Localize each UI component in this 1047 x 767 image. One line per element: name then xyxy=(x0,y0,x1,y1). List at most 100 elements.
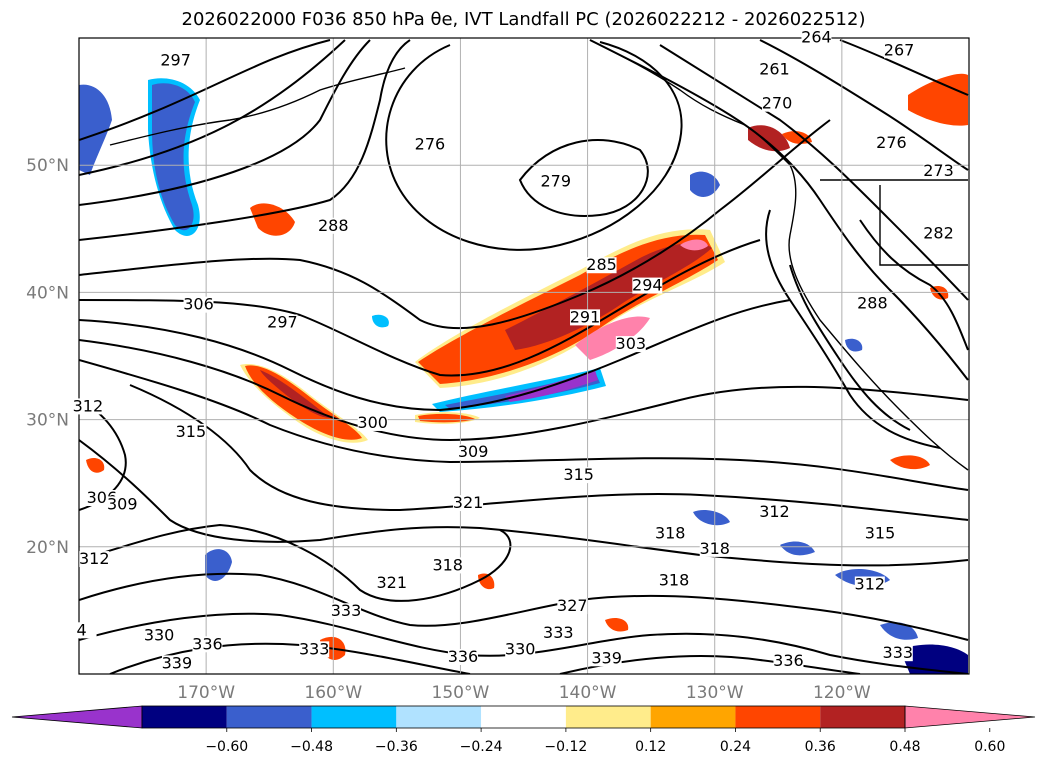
contour-label-bg xyxy=(432,557,463,574)
lat-tick-label: 40°N xyxy=(26,283,69,303)
contour-label-bg xyxy=(160,52,191,69)
contour-line xyxy=(79,299,791,412)
contour-label: 327 xyxy=(557,596,588,615)
colorbar-tick-label: −0.12 xyxy=(544,739,587,755)
shade-ar-core-red xyxy=(505,242,712,350)
colorbar-swatch xyxy=(650,706,736,728)
contour-label-bg xyxy=(318,217,349,234)
contour-label: 309 xyxy=(458,442,489,461)
contour-line xyxy=(385,41,683,251)
contour-label-bg xyxy=(72,398,103,415)
colorbar-tick-label: 0.12 xyxy=(635,739,666,755)
contour-label: 339 xyxy=(162,653,193,672)
longitude-ticks: 170°W 160°W 150°W 140°W 130°W 120°W xyxy=(177,683,871,703)
contour-label-bg xyxy=(632,277,663,294)
colorbar-extend-high xyxy=(904,705,1036,729)
coastline-alaska xyxy=(589,39,791,166)
contour-label: 303 xyxy=(616,334,647,353)
contour-label: 291 xyxy=(570,307,601,326)
contour-label: 318 xyxy=(432,555,463,574)
contour-label-bg xyxy=(458,444,489,461)
colorbar-swatch xyxy=(820,706,905,728)
colorbar-extend-low xyxy=(11,705,143,729)
contour-label-bg xyxy=(453,495,484,512)
colorbar-tick-label: 0.24 xyxy=(720,739,751,755)
colorbar-tick-label: −0.48 xyxy=(290,739,333,755)
shade-sw-blue xyxy=(205,549,232,581)
contour-label: 297 xyxy=(160,50,191,69)
contour-label: 330 xyxy=(505,639,536,658)
contour-label-bg xyxy=(865,525,895,542)
colorbar-tick-label: 0.36 xyxy=(805,739,836,755)
contour-line xyxy=(79,339,969,442)
contour-label: 267 xyxy=(884,40,915,59)
shade-east-blue2 xyxy=(780,541,815,556)
shade-ar-core-pink2 xyxy=(680,239,708,251)
contour-label-bg xyxy=(699,540,730,557)
colorbar-swatch xyxy=(565,706,651,728)
shade-west-streak-red xyxy=(260,370,330,418)
contour-label-bg xyxy=(331,603,361,620)
shade-s-orange2 xyxy=(478,573,495,590)
colorbar-swatch xyxy=(311,706,397,728)
contour-label: 282 xyxy=(923,223,954,242)
contour-label-bg xyxy=(505,641,536,658)
contour-label-bg xyxy=(591,650,622,667)
colorbar-tick-label: −0.24 xyxy=(460,739,503,755)
colorbar-swatch xyxy=(226,706,312,728)
shade-se-blue xyxy=(880,622,918,640)
contour-line xyxy=(79,612,969,674)
graticule xyxy=(79,38,969,674)
contour-label-bg xyxy=(144,627,175,644)
contour-label: 312 xyxy=(855,575,886,594)
contour-line xyxy=(518,139,649,217)
contour-label-bg xyxy=(299,641,330,658)
contour-label: 4 xyxy=(76,620,86,639)
figure-title: 2026022000 F036 850 hPa θe, IVT Landfall… xyxy=(181,9,866,30)
lon-tick-label: 170°W xyxy=(177,683,235,703)
contour-label-bg xyxy=(876,135,907,152)
shade-nw-blue-1b xyxy=(152,83,195,231)
shade-sw-orange xyxy=(86,458,105,473)
contour-label-bg xyxy=(882,645,913,662)
contour-line xyxy=(765,209,941,449)
contour-label: 315 xyxy=(865,524,896,543)
contour-line xyxy=(79,39,331,141)
contour-label-bg xyxy=(923,225,954,242)
shade-nw-blue-2 xyxy=(79,84,112,175)
contour-line xyxy=(859,219,969,351)
latitude-ticks: 50°N 40°N 30°N 20°N xyxy=(26,156,69,558)
coastline-aleutians xyxy=(109,67,406,146)
shade-ne-red xyxy=(748,125,790,152)
lon-tick-label: 150°W xyxy=(432,683,490,703)
contour-label-bg xyxy=(655,525,686,542)
contour-line xyxy=(79,359,969,491)
coastline-layer xyxy=(109,39,969,471)
contour-label: 336 xyxy=(773,651,804,670)
colorbar-tick-label: 0.60 xyxy=(974,739,1005,755)
contour-label-bg xyxy=(357,414,388,431)
contour-label-bg xyxy=(563,467,594,484)
contour-label: 339 xyxy=(591,648,622,667)
contour-labels: 297 276 279 288 285 294 306 297 291 303 300 309 315 3… xyxy=(66,28,954,672)
contour-label-bg xyxy=(586,257,617,274)
coastline-west-coast xyxy=(788,164,969,471)
contour-label-bg xyxy=(540,173,571,190)
contour-label: 330 xyxy=(144,625,175,644)
contour-label-bg xyxy=(79,551,110,568)
contour-label: 321 xyxy=(453,493,484,512)
contour-label-bg xyxy=(447,649,478,666)
colorbar: −0.60 −0.48 −0.36 −0.24 −0.12 0.12 0.24 0.36 0.4… xyxy=(11,705,1036,755)
contour-label: 279 xyxy=(541,171,572,190)
contour-label: 300 xyxy=(357,413,388,432)
contour-label-bg xyxy=(884,42,915,59)
border-states xyxy=(879,185,968,266)
shade-blue-mid xyxy=(372,314,389,328)
lon-tick-label: 120°W xyxy=(813,683,871,703)
contour-label: 264 xyxy=(801,28,832,47)
contour-label-bg xyxy=(857,295,888,312)
contour-label: 312 xyxy=(73,396,104,415)
colorbar-tick-label: −0.36 xyxy=(375,739,418,755)
colorbar-swatch xyxy=(481,706,566,728)
